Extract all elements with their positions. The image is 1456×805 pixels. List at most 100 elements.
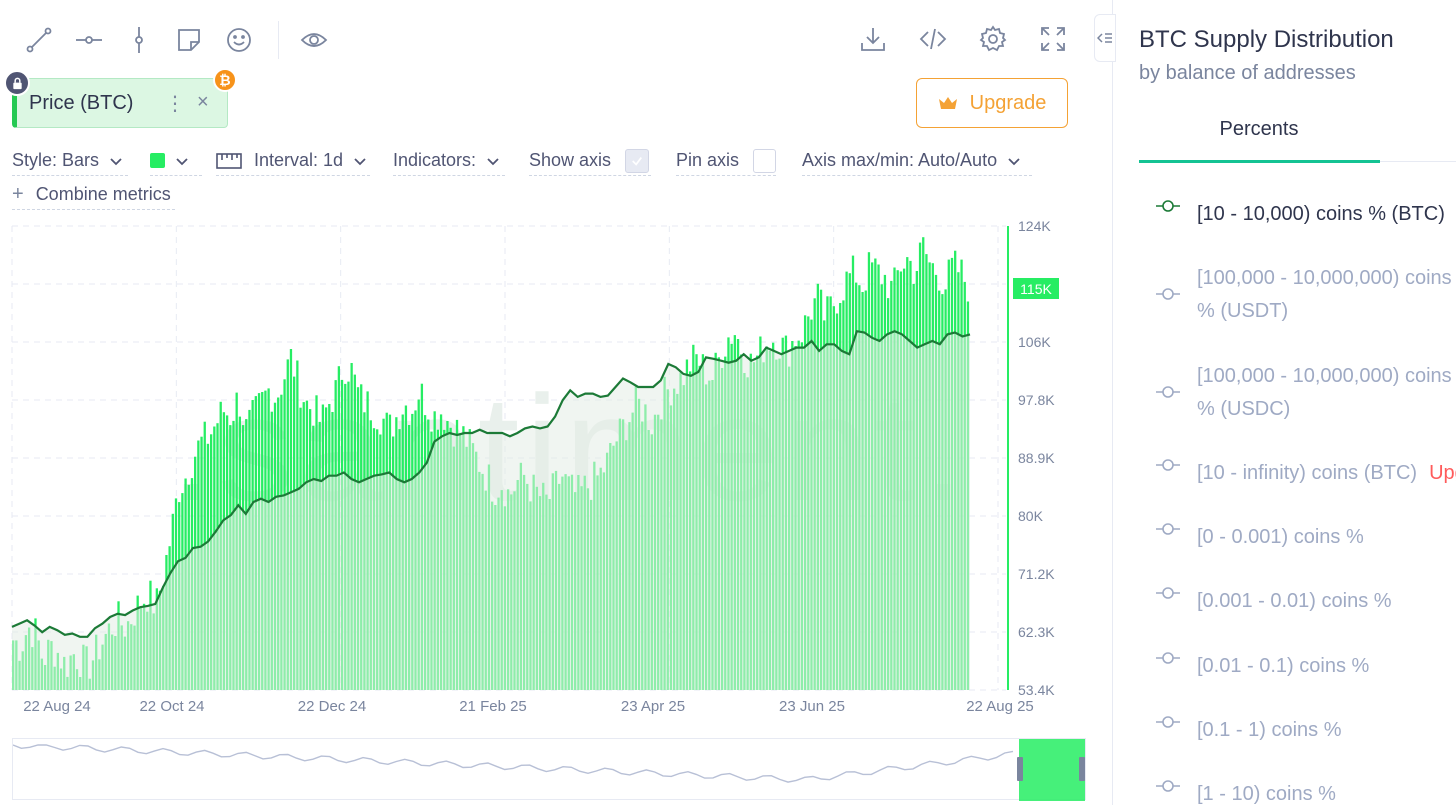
current-price-badge bbox=[1013, 278, 1059, 299]
current-price-label: 115K bbox=[1020, 281, 1052, 297]
eye-icon[interactable] bbox=[297, 23, 331, 57]
more-options-icon[interactable]: ⋮ bbox=[165, 93, 185, 115]
metric-line bbox=[11, 329, 971, 638]
metric-label: [10 - infinity) coins (BTC) bbox=[1197, 462, 1418, 484]
metric-label: [0.1 - 1) coins % bbox=[1197, 719, 1342, 741]
y-tick-label: 124K bbox=[1018, 218, 1051, 234]
interval-label: Interval: 1d bbox=[254, 150, 344, 170]
crown-icon bbox=[938, 97, 957, 109]
emoji-icon[interactable] bbox=[222, 23, 256, 57]
metric-label: [0 - 0.001) coins % bbox=[1197, 526, 1364, 548]
note-icon[interactable] bbox=[172, 23, 206, 57]
upgrade-badge[interactable]: Upgrade bbox=[1429, 462, 1456, 484]
tab-percents[interactable]: Percents bbox=[1219, 118, 1299, 140]
collapse-panel-button[interactable] bbox=[1094, 14, 1116, 62]
lock-icon bbox=[4, 70, 30, 96]
line-metric-icon bbox=[1139, 714, 1197, 730]
metric-area bbox=[12, 331, 970, 690]
line-metric-icon bbox=[1139, 650, 1197, 666]
settings-gear-icon[interactable] bbox=[976, 22, 1010, 56]
metric-label-group: [100,000 - 10,000,000) coins % (USDC) bbox=[1197, 360, 1452, 426]
metric-label: [10 - 10,000) coins % (BTC) bbox=[1197, 203, 1445, 225]
line-metric-icon bbox=[1139, 286, 1197, 302]
combine-metrics-button[interactable]: + Combine metrics bbox=[12, 180, 175, 210]
metric-chip-label: Price (BTC) bbox=[29, 91, 134, 114]
time-navigator[interactable] bbox=[12, 738, 1086, 801]
axis-range-dropdown[interactable]: Axis max/min: Auto/Auto bbox=[802, 146, 1032, 176]
drawing-toolbar bbox=[22, 21, 347, 59]
indicators-label: Indicators: bbox=[393, 150, 477, 170]
x-tick-label: 23 Apr 25 bbox=[621, 698, 685, 715]
x-tick-label: 22 Aug 24 bbox=[23, 698, 91, 715]
line-metric-icon bbox=[1139, 585, 1197, 601]
toolbar-divider bbox=[278, 21, 279, 59]
bitcoin-icon: ₿ bbox=[213, 68, 237, 92]
color-swatch bbox=[150, 153, 165, 168]
navigator-handle-left bbox=[1017, 757, 1023, 781]
pin-axis-toggle[interactable]: Pin axis bbox=[676, 146, 776, 176]
metric-item[interactable]: [0.1 - 1) coins % bbox=[1139, 714, 1342, 747]
chevron-down-icon bbox=[354, 157, 366, 165]
metric-item[interactable]: [0.001 - 0.01) coins % bbox=[1139, 585, 1392, 618]
show-axis-toggle[interactable]: Show axis bbox=[529, 146, 651, 176]
interval-dropdown[interactable]: Interval: 1d bbox=[216, 146, 370, 176]
metric-item[interactable]: [0.01 - 0.1) coins % bbox=[1139, 650, 1369, 683]
metric-item[interactable]: [1 - 10) coins % bbox=[1139, 778, 1336, 805]
metric-label-line2: % (USDC) bbox=[1197, 398, 1291, 420]
chevron-down-icon bbox=[487, 157, 499, 165]
plus-icon: + bbox=[12, 183, 24, 205]
metric-chip[interactable]: Price (BTC) ⋮ × bbox=[12, 78, 228, 128]
show-axis-checkbox[interactable] bbox=[625, 148, 650, 173]
y-tick-label: 71.2K bbox=[1018, 566, 1055, 582]
line-metric-icon bbox=[1139, 457, 1197, 473]
metric-label: [0.001 - 0.01) coins % bbox=[1197, 590, 1392, 612]
metric-label: [100,000 - 10,000,000) coins bbox=[1197, 365, 1452, 387]
metric-item[interactable]: [100,000 - 10,000,000) coins % (USDC) bbox=[1139, 360, 1452, 426]
embed-code-icon[interactable] bbox=[916, 22, 950, 56]
y-tick-label: 80K bbox=[1018, 508, 1044, 524]
horizontal-ray-icon[interactable] bbox=[72, 23, 106, 57]
metric-item[interactable]: [0 - 0.001) coins % bbox=[1139, 521, 1364, 554]
chevron-down-icon bbox=[110, 157, 122, 165]
upgrade-label: Upgrade bbox=[969, 91, 1047, 114]
download-icon[interactable] bbox=[856, 22, 890, 56]
price-chart[interactable]: .santiment. 124K106K97.8K88.9K80K71.2K62… bbox=[0, 210, 1090, 720]
y-axis-labels: 124K 106K 97.8K 88.9K 80K 71.2K 62.3K 53.4K bbox=[1018, 218, 1055, 698]
y-tick-label: 106K bbox=[1018, 334, 1051, 350]
metrics-list: [10 - 10,000) coins % (BTC) [100,000 - 1… bbox=[1139, 0, 1456, 805]
x-tick-label: 22 Aug 25 bbox=[966, 698, 1034, 715]
metric-item[interactable]: [10 - infinity) coins (BTC) Upgrade bbox=[1139, 457, 1456, 490]
upgrade-button[interactable]: Upgrade bbox=[916, 78, 1068, 128]
fullscreen-icon[interactable] bbox=[1036, 22, 1070, 56]
chart-actions-toolbar bbox=[856, 22, 1096, 56]
metric-item[interactable]: [10 - 10,000) coins % (BTC) bbox=[1139, 198, 1445, 231]
panel-subtitle: by balance of addresses bbox=[1139, 62, 1356, 84]
vertical-line-icon[interactable] bbox=[122, 23, 156, 57]
navigator-handle-right bbox=[1079, 757, 1085, 781]
line-tool-icon[interactable] bbox=[22, 23, 56, 57]
show-axis-label: Show axis bbox=[529, 150, 612, 170]
color-picker[interactable] bbox=[150, 146, 202, 176]
metric-label: [1 - 10) coins % bbox=[1197, 783, 1336, 805]
indicators-dropdown[interactable]: Indicators: bbox=[393, 146, 505, 176]
style-dropdown[interactable]: Style: Bars bbox=[12, 146, 128, 176]
chevron-down-icon bbox=[176, 157, 188, 165]
collapse-icon bbox=[1097, 33, 1112, 43]
metric-item[interactable]: [100,000 - 10,000,000) coins % (USDT) bbox=[1139, 262, 1452, 328]
line-metric-icon bbox=[1139, 521, 1197, 537]
axis-range-label: Axis max/min: Auto/Auto bbox=[802, 150, 998, 170]
pin-axis-checkbox[interactable] bbox=[753, 148, 776, 173]
navigator-selection bbox=[1019, 739, 1085, 801]
panel-title: BTC Supply Distribution bbox=[1139, 26, 1394, 53]
style-label: Style: Bars bbox=[12, 150, 100, 170]
x-axis-labels: 22 Aug 24 22 Oct 24 22 Dec 24 21 Feb 25 23 A… bbox=[23, 698, 1034, 715]
x-tick-label: 22 Oct 24 bbox=[139, 698, 204, 715]
x-tick-label: 22 Dec 24 bbox=[298, 698, 366, 715]
metric-label: [0.01 - 0.1) coins % bbox=[1197, 655, 1370, 677]
close-icon[interactable]: × bbox=[197, 91, 209, 113]
y-tick-label: 53.4K bbox=[1018, 682, 1055, 698]
line-metric-icon bbox=[1139, 778, 1197, 794]
y-tick-label: 62.3K bbox=[1018, 624, 1055, 640]
y-tick-label: 97.8K bbox=[1018, 392, 1055, 408]
x-tick-label: 23 Jun 25 bbox=[779, 698, 845, 715]
